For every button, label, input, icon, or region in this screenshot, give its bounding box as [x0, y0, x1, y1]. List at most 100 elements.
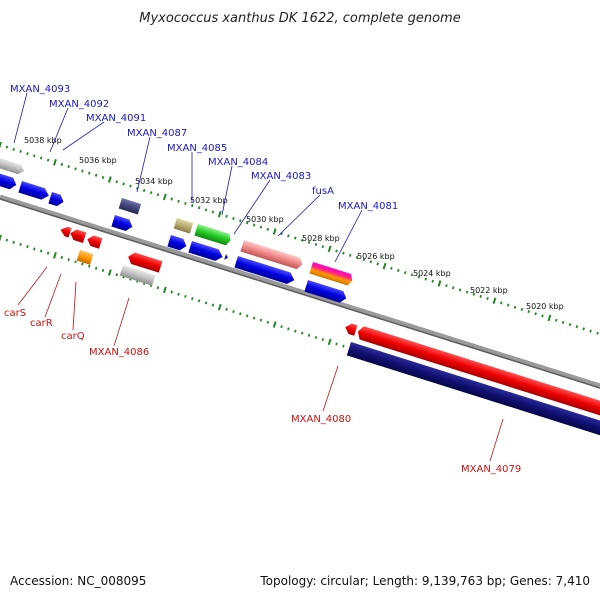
- scale-major-tick: [272, 321, 277, 328]
- gene-mxan-4083-feature[interactable]: [240, 240, 304, 270]
- scale-minor-tick: [170, 197, 173, 201]
- gene-carr-feature[interactable]: [69, 228, 87, 244]
- gene-block-blue[interactable]: [111, 215, 134, 232]
- scale-minor-tick: [211, 210, 215, 214]
- scale-minor-tick: [307, 333, 311, 337]
- scale-minor-tick: [88, 264, 91, 268]
- genome-stats-text: Topology: circular; Length: 9,139,763 bp…: [260, 574, 590, 588]
- gene-label-carr[interactable]: carR: [30, 318, 53, 329]
- scale-minor-tick: [314, 336, 318, 339]
- scale-minor-tick: [204, 301, 208, 305]
- scale-minor-tick: [486, 297, 489, 301]
- scale-minor-tick: [115, 180, 118, 184]
- forward-label-leaders: [13, 92, 363, 263]
- scale-major-tick: [53, 251, 57, 259]
- scale-major-tick: [162, 286, 167, 294]
- scale-minor-tick: [348, 253, 352, 257]
- scale-minor-tick: [527, 310, 531, 314]
- scale-minor-tick: [239, 312, 242, 316]
- gene-block-blue[interactable]: [224, 254, 229, 261]
- gene-label-mxan-4084[interactable]: MXAN_4084: [208, 157, 268, 168]
- gene-label-mxan-4086[interactable]: MXAN_4086: [89, 347, 149, 358]
- scale-minor-tick: [479, 294, 482, 298]
- gene-label-mxan-4093[interactable]: MXAN_4093: [10, 84, 70, 95]
- scale-major-tick: [327, 338, 332, 346]
- scale-major-tick: [107, 269, 112, 276]
- scale-minor-tick: [197, 299, 201, 303]
- gene-label-cars[interactable]: carS: [4, 308, 26, 319]
- gene-block-red[interactable]: [126, 251, 163, 273]
- scale-minor-tick: [445, 284, 448, 288]
- scale-minor-tick: [94, 173, 98, 177]
- scale-minor-tick: [307, 240, 311, 244]
- gene-fusa-feature[interactable]: [309, 262, 354, 286]
- scale-minor-tick: [149, 191, 153, 195]
- scale-minor-tick: [321, 245, 325, 249]
- gene-mxan-4091-feature[interactable]: [48, 192, 65, 208]
- scale-label: 5028 kbp: [302, 234, 340, 243]
- scale-minor-tick: [19, 149, 22, 153]
- scale-minor-tick: [280, 325, 283, 329]
- scale-minor-tick: [204, 208, 208, 212]
- scale-minor-tick: [259, 318, 263, 322]
- scale-minor-tick: [335, 342, 338, 346]
- gene-mxan-4086-feature[interactable]: [119, 265, 156, 286]
- gene-label-carq[interactable]: carQ: [61, 331, 85, 342]
- scale-minor-tick: [225, 307, 228, 311]
- scale-minor-tick: [513, 305, 517, 309]
- gene-mxan-4080-feature[interactable]: [344, 322, 358, 336]
- gene-label-mxan-4081[interactable]: MXAN_4081: [338, 201, 398, 212]
- gene-label-mxan-4079[interactable]: MXAN_4079: [461, 464, 521, 475]
- gene-label-mxan-4092[interactable]: MXAN_4092: [49, 99, 109, 110]
- scale-minor-tick: [5, 238, 9, 242]
- gene-mxan-4092-feature[interactable]: [18, 181, 50, 201]
- gene-block-blue[interactable]: [234, 256, 296, 286]
- gene-mxan-4093-feature[interactable]: [0, 158, 26, 176]
- gene-block-red[interactable]: [356, 325, 600, 420]
- gene-mxan-4079-feature[interactable]: [346, 342, 600, 440]
- scale-ticks-outer: [0, 141, 599, 335]
- gene-label-mxan-4080[interactable]: MXAN_4080: [291, 414, 351, 425]
- scale-minor-tick: [342, 251, 345, 255]
- scale-minor-tick: [122, 182, 125, 186]
- gene-label-mxan-4091[interactable]: MXAN_4091: [86, 113, 146, 124]
- scale-minor-tick: [142, 188, 146, 192]
- scale-minor-tick: [211, 303, 215, 307]
- scale-minor-tick: [12, 147, 15, 151]
- scale-label: 5024 kbp: [413, 269, 451, 278]
- scale-minor-tick: [101, 268, 105, 272]
- gene-mxan-4084-feature[interactable]: [194, 224, 232, 246]
- scale-label: 5022 kbp: [470, 286, 508, 295]
- scale-minor-tick: [12, 240, 15, 244]
- scale-minor-tick: [81, 262, 84, 266]
- gene-mxan-4081-feature[interactable]: [304, 280, 348, 304]
- scale-minor-tick: [575, 325, 579, 329]
- scale-minor-tick: [287, 234, 290, 238]
- gene-label-mxan-4085[interactable]: MXAN_4085: [167, 143, 227, 154]
- gene-cars-feature[interactable]: [59, 225, 72, 238]
- gene-block-blue[interactable]: [0, 173, 18, 191]
- scale-minor-tick: [410, 273, 414, 277]
- scale-major-tick: [217, 210, 222, 218]
- gene-label-mxan-4083[interactable]: MXAN_4083: [251, 171, 311, 182]
- scale-minor-tick: [101, 175, 105, 179]
- scale-minor-tick: [369, 260, 373, 264]
- reverse-label-leaders: [17, 266, 504, 462]
- map-title: Myxococcus xanthus DK 1622, complete gen…: [139, 11, 460, 26]
- gene-label-fusa[interactable]: fusA: [312, 186, 334, 197]
- gene-carq-feature[interactable]: [86, 234, 103, 249]
- gene-label-mxan-4087[interactable]: MXAN_4087: [127, 128, 187, 139]
- gene-block-blue[interactable]: [188, 241, 224, 263]
- scale-minor-tick: [287, 327, 290, 331]
- gene-mxan-4085-feature[interactable]: [173, 218, 194, 234]
- scale-minor-tick: [33, 247, 36, 251]
- scale-label: 5030 kbp: [246, 215, 284, 224]
- scale-minor-tick: [170, 290, 173, 294]
- scale-minor-tick: [259, 225, 263, 229]
- gene-mxan-4087-feature[interactable]: [118, 198, 142, 215]
- gene-block-blue[interactable]: [167, 235, 188, 252]
- gene-carq-feature[interactable]: [76, 250, 94, 265]
- scale-minor-tick: [177, 292, 180, 296]
- scale-minor-tick: [197, 206, 201, 210]
- scale-minor-tick: [534, 312, 537, 316]
